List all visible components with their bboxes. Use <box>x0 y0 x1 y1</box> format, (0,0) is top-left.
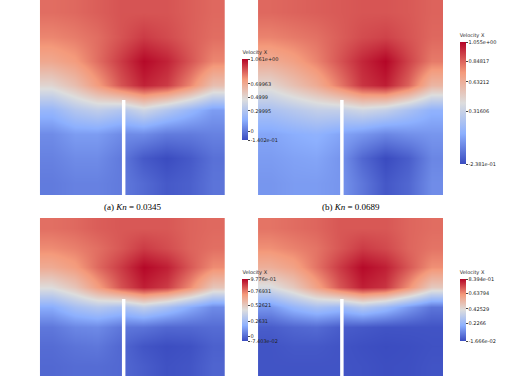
svg-text:0.84817: 0.84817 <box>469 58 490 64</box>
svg-text:0: 0 <box>251 333 254 339</box>
svg-text:1.055e+00: 1.055e+00 <box>469 39 497 45</box>
svg-text:-1.666e-02: -1.666e-02 <box>469 338 496 344</box>
svg-text:0: 0 <box>251 128 254 134</box>
svg-text:9.776e-01: 9.776e-01 <box>251 276 277 282</box>
svg-text:1.061e+00: 1.061e+00 <box>251 56 279 62</box>
svg-text:-1.402e-01: -1.402e-01 <box>251 137 278 143</box>
svg-text:-2.381e-01: -2.381e-01 <box>469 161 496 167</box>
svg-text:0.29995: 0.29995 <box>251 108 272 114</box>
svg-text:0.69963: 0.69963 <box>251 81 272 87</box>
svg-text:8.394e-01: 8.394e-01 <box>469 276 495 282</box>
svg-text:-7.403e-02: -7.403e-02 <box>251 338 278 344</box>
svg-text:0.63212: 0.63212 <box>469 79 490 85</box>
svg-text:0.4999: 0.4999 <box>251 94 269 100</box>
svg-text:0.76931: 0.76931 <box>251 288 272 294</box>
svg-text:Velocity X: Velocity X <box>242 49 267 56</box>
svg-text:(b) Kn = 0.0689: (b) Kn = 0.0689 <box>322 202 380 212</box>
svg-text:0.63794: 0.63794 <box>469 290 490 296</box>
svg-text:(a) Kn = 0.0345: (a) Kn = 0.0345 <box>104 202 162 212</box>
svg-text:Velocity X: Velocity X <box>460 32 485 39</box>
svg-text:0.42529: 0.42529 <box>469 306 490 312</box>
svg-text:Velocity X: Velocity X <box>242 269 267 276</box>
svg-text:0.2266: 0.2266 <box>469 320 487 326</box>
svg-text:0.2631: 0.2631 <box>251 318 269 324</box>
svg-text:0.31606: 0.31606 <box>469 108 490 114</box>
svg-text:0.52621: 0.52621 <box>251 302 272 308</box>
svg-text:Velocity X: Velocity X <box>460 269 485 276</box>
